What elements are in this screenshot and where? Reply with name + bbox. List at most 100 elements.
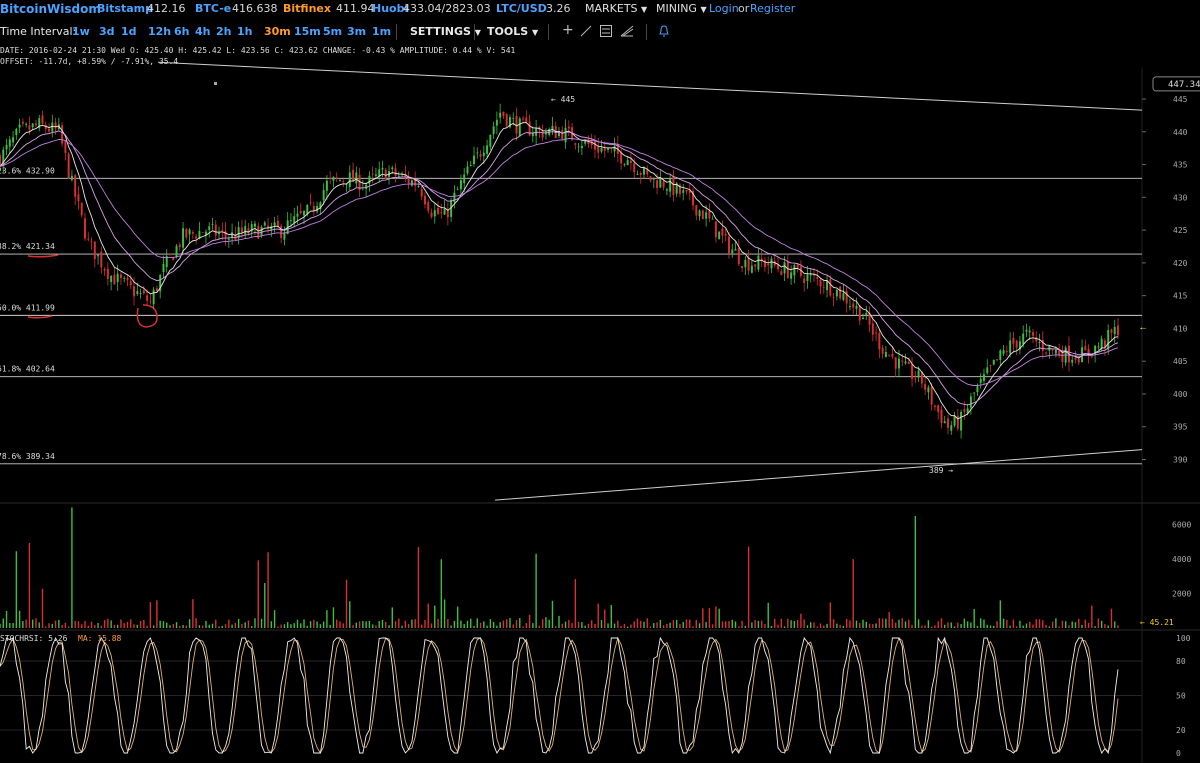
candle-body bbox=[937, 405, 940, 413]
ticker-bitfinex-name[interactable]: Bitfinex bbox=[283, 2, 331, 15]
ticker-huobi-name[interactable]: Huobi bbox=[372, 2, 409, 15]
candle-body bbox=[1012, 337, 1015, 344]
volume-bar bbox=[810, 622, 812, 628]
candle-body bbox=[871, 323, 874, 335]
chevron-down-icon: ▼ bbox=[531, 28, 539, 37]
volume-bar bbox=[1019, 620, 1021, 628]
candle-body bbox=[701, 210, 704, 220]
volume-bar bbox=[515, 620, 518, 628]
candle-body bbox=[969, 396, 972, 408]
volume-bar bbox=[996, 621, 998, 628]
interval-1m[interactable]: 1m bbox=[372, 25, 392, 38]
interval-3d[interactable]: 3d bbox=[99, 25, 115, 38]
horizontal-lines-icon[interactable] bbox=[600, 25, 612, 40]
candle-body bbox=[731, 249, 734, 254]
volume-bar bbox=[738, 626, 740, 628]
volume-bar bbox=[895, 622, 897, 628]
candle-body bbox=[162, 263, 165, 273]
settings-menu[interactable]: SETTINGS ▼ bbox=[410, 25, 481, 38]
volume-bar bbox=[35, 618, 37, 628]
volume-bar bbox=[571, 622, 573, 628]
candle-body bbox=[423, 195, 426, 205]
candle-body bbox=[378, 169, 381, 177]
interval-15m[interactable]: 15m bbox=[294, 25, 321, 38]
candle-body bbox=[1061, 352, 1064, 362]
volume-bar bbox=[917, 619, 920, 628]
volume-bar bbox=[25, 619, 27, 628]
interval-1w[interactable]: 1w bbox=[72, 25, 90, 38]
ticker-ltc-name[interactable]: LTC/USD bbox=[496, 2, 547, 15]
candle-body bbox=[806, 274, 809, 281]
volume-bar bbox=[577, 621, 580, 628]
volume-axis-label: 2000 bbox=[1172, 590, 1191, 599]
volume-bar bbox=[725, 621, 727, 628]
volume-bar bbox=[980, 618, 982, 628]
candle-body bbox=[505, 114, 508, 126]
interval-1d[interactable]: 1d bbox=[121, 25, 137, 38]
interval-30m[interactable]: 30m bbox=[264, 25, 291, 38]
candle-body bbox=[407, 176, 410, 184]
candle-body bbox=[930, 386, 933, 405]
interval-4h[interactable]: 4h bbox=[195, 25, 211, 38]
candle-body bbox=[741, 265, 744, 268]
candle-body bbox=[427, 202, 430, 211]
candle-body bbox=[757, 255, 760, 270]
price-axis-label: 440 bbox=[1173, 128, 1188, 137]
candle-body bbox=[966, 408, 969, 414]
mining-menu[interactable]: MINING ▼ bbox=[656, 2, 707, 15]
candle-body bbox=[224, 230, 227, 237]
line-tool-icon[interactable] bbox=[580, 25, 592, 40]
volume-bar bbox=[653, 623, 655, 628]
volume-bar bbox=[123, 623, 125, 628]
candle-body bbox=[1084, 346, 1087, 351]
stochrsi-axis: 0 20 50 80 100 STOCHRSI: 5.26 MA: 15.88 bbox=[0, 634, 1191, 758]
ticker-btce-name[interactable]: BTC-e bbox=[195, 2, 232, 15]
interval-3m[interactable]: 3m bbox=[347, 25, 367, 38]
candle-body bbox=[835, 289, 838, 297]
candle-body bbox=[767, 264, 770, 266]
candle-body bbox=[1110, 329, 1113, 333]
volume-bar bbox=[832, 619, 835, 628]
volume-bar bbox=[244, 622, 246, 628]
volume-bar bbox=[587, 623, 590, 628]
volume-bar bbox=[767, 602, 769, 628]
candle-body bbox=[250, 224, 253, 232]
markets-menu[interactable]: MARKETS ▼ bbox=[585, 2, 647, 15]
volume-bar bbox=[290, 624, 292, 628]
volume-bar bbox=[826, 623, 828, 628]
ticker-btce-price: 416.638 bbox=[232, 2, 278, 15]
interval-12h[interactable]: 12h bbox=[148, 25, 172, 38]
volume-bar bbox=[1061, 620, 1064, 628]
interval-2h[interactable]: 2h bbox=[216, 25, 232, 38]
volume-bar bbox=[313, 619, 315, 628]
brand-logo[interactable]: BitcoinWisdom bbox=[0, 2, 101, 16]
price-axis: 390 395 400 405 410 415 420 425 430 435 440 445 447.… bbox=[1142, 76, 1200, 465]
crosshair-icon[interactable]: + bbox=[562, 22, 574, 38]
candle-body bbox=[420, 189, 423, 197]
ticker-bitstamp-name[interactable]: Bitstamp bbox=[97, 2, 153, 15]
interval-5m[interactable]: 5m bbox=[323, 25, 343, 38]
candle-body bbox=[257, 226, 260, 239]
volume-bar bbox=[966, 621, 969, 628]
volume-bar bbox=[1114, 621, 1116, 628]
interval-1h[interactable]: 1h bbox=[237, 25, 253, 38]
volume-bar bbox=[489, 619, 492, 628]
login-link[interactable]: Login bbox=[709, 2, 739, 15]
register-link[interactable]: Register bbox=[750, 2, 796, 15]
candle-body bbox=[728, 236, 730, 254]
tools-menu[interactable]: TOOLS ▼ bbox=[487, 25, 538, 38]
candle-body bbox=[1018, 341, 1021, 350]
volume-bar bbox=[689, 619, 691, 628]
candle-body bbox=[103, 269, 106, 271]
volume-bar bbox=[561, 623, 563, 628]
candle-body bbox=[1032, 332, 1034, 336]
bell-icon[interactable] bbox=[658, 25, 670, 40]
interval-6h[interactable]: 6h bbox=[174, 25, 190, 38]
candle-body bbox=[446, 210, 449, 218]
candle-body bbox=[329, 177, 332, 179]
candle-body bbox=[816, 277, 819, 279]
price-axis-label: 405 bbox=[1173, 357, 1188, 366]
fib-tool-icon[interactable] bbox=[620, 25, 634, 40]
volume-bar bbox=[1087, 622, 1090, 628]
